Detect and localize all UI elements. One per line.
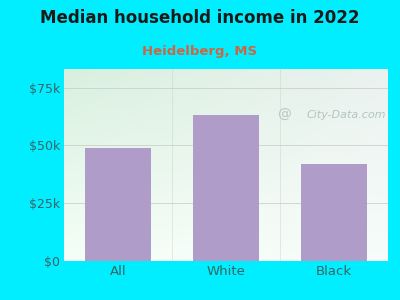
Bar <box>84 148 152 261</box>
Bar <box>300 164 368 261</box>
Text: Heidelberg, MS: Heidelberg, MS <box>142 45 258 58</box>
Bar <box>192 115 260 261</box>
Text: City-Data.com: City-Data.com <box>307 110 386 120</box>
Text: Median household income in 2022: Median household income in 2022 <box>40 9 360 27</box>
Text: @: @ <box>277 108 291 122</box>
